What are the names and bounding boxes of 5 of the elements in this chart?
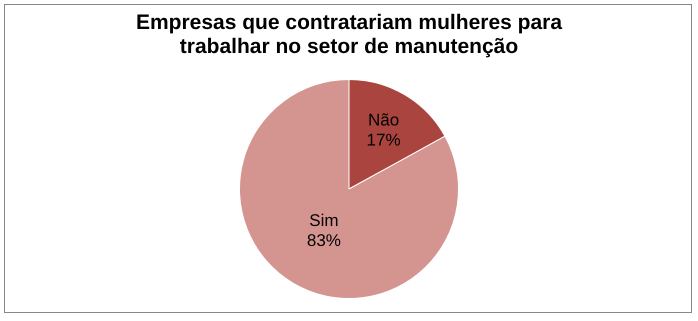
data-label: 83% xyxy=(306,231,341,250)
chart-title: Empresas que contratariam mulheres para trabalhar no setor de manutenção xyxy=(134,11,564,59)
data-label: 17% xyxy=(366,130,401,150)
slice-label: Sim xyxy=(309,211,339,230)
slice-label: Não xyxy=(368,110,400,130)
